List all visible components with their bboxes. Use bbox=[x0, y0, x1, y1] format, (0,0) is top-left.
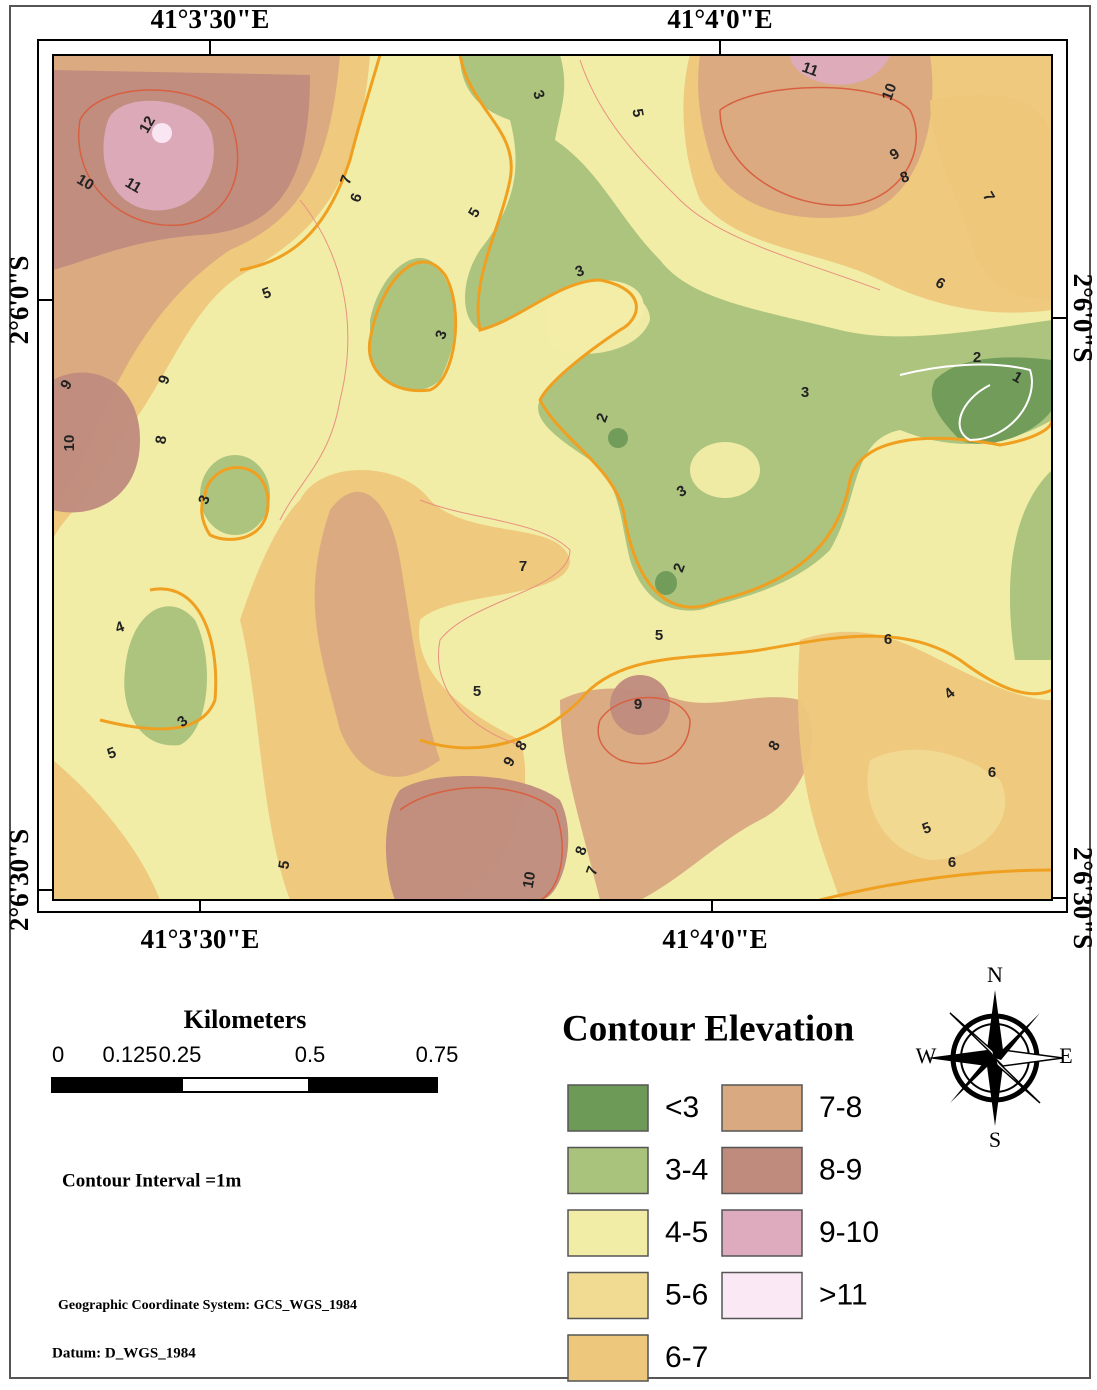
coord-label: 2°6'0"S bbox=[1068, 274, 1097, 363]
coord-label: 2°6'30"S bbox=[1068, 847, 1097, 949]
elevation-region bbox=[386, 776, 568, 900]
legend-swatch bbox=[568, 1085, 648, 1131]
coord-label: 2°6'30"S bbox=[4, 829, 34, 931]
scale-title: Kilometers bbox=[184, 1005, 307, 1034]
contour-label: 5 bbox=[473, 683, 481, 700]
legend-swatch bbox=[568, 1273, 648, 1319]
legend-label: 4-5 bbox=[665, 1216, 708, 1249]
contour-label: 5 bbox=[655, 627, 663, 644]
legend-swatch bbox=[722, 1210, 802, 1256]
legend-label: 8-9 bbox=[819, 1153, 862, 1186]
contour-label: 10 bbox=[61, 435, 78, 452]
legend-swatch bbox=[568, 1210, 648, 1256]
map-page: 3511101210117659873563219932108337245654… bbox=[0, 0, 1097, 1385]
scale-label: 0 bbox=[52, 1042, 64, 1067]
coord-label: 41°3'30"E bbox=[141, 924, 260, 954]
coord-label: 41°4'0"E bbox=[662, 924, 767, 954]
coord-label: 41°4'0"E bbox=[667, 4, 772, 34]
legend-swatch bbox=[568, 1335, 648, 1381]
contour-label: 2 bbox=[973, 349, 981, 366]
elevation-region bbox=[690, 442, 760, 498]
compass-label: W bbox=[916, 1043, 937, 1068]
note: Geographic Coordinate System: GCS_WGS_19… bbox=[58, 1298, 357, 1313]
legend-label: 5-6 bbox=[665, 1278, 708, 1311]
compass-label: E bbox=[1059, 1043, 1072, 1068]
note: Contour Interval =1m bbox=[62, 1170, 242, 1191]
note: Datum: D_WGS_1984 bbox=[52, 1345, 196, 1361]
contour-label: 6 bbox=[948, 854, 956, 871]
legend-label: 6-7 bbox=[665, 1341, 708, 1374]
coord-label: 2°6'0"S bbox=[4, 256, 34, 345]
legend-swatch bbox=[722, 1085, 802, 1131]
contour-label: 7 bbox=[519, 558, 527, 575]
legend-label: 3-4 bbox=[665, 1153, 708, 1186]
scale-label: 0.25 bbox=[159, 1042, 202, 1067]
coord-label: 41°3'30"E bbox=[151, 4, 270, 34]
legend-title: Contour Elevation bbox=[562, 1008, 855, 1049]
contour-label: 10 bbox=[520, 870, 540, 889]
scale-label: 0.75 bbox=[416, 1042, 459, 1067]
legend-swatch bbox=[722, 1148, 802, 1194]
elevation-region bbox=[608, 428, 628, 448]
contour-label: 6 bbox=[884, 631, 892, 648]
legend-label: >11 bbox=[819, 1278, 868, 1311]
legend-label: 9-10 bbox=[819, 1216, 879, 1249]
elevation-region bbox=[655, 571, 677, 595]
compass-label: N bbox=[987, 962, 1003, 987]
compass-label: S bbox=[989, 1127, 1001, 1152]
legend-swatch bbox=[722, 1273, 802, 1319]
contour-label: 3 bbox=[801, 384, 809, 401]
contour-label: 9 bbox=[634, 696, 642, 713]
legend-label: <3 bbox=[665, 1091, 699, 1124]
scale-label: 0.5 bbox=[295, 1042, 326, 1067]
legend-swatch bbox=[568, 1148, 648, 1194]
scale-label: 0.125 bbox=[102, 1042, 157, 1067]
legend-label: 7-8 bbox=[819, 1091, 862, 1124]
contour-label: 6 bbox=[988, 764, 996, 781]
